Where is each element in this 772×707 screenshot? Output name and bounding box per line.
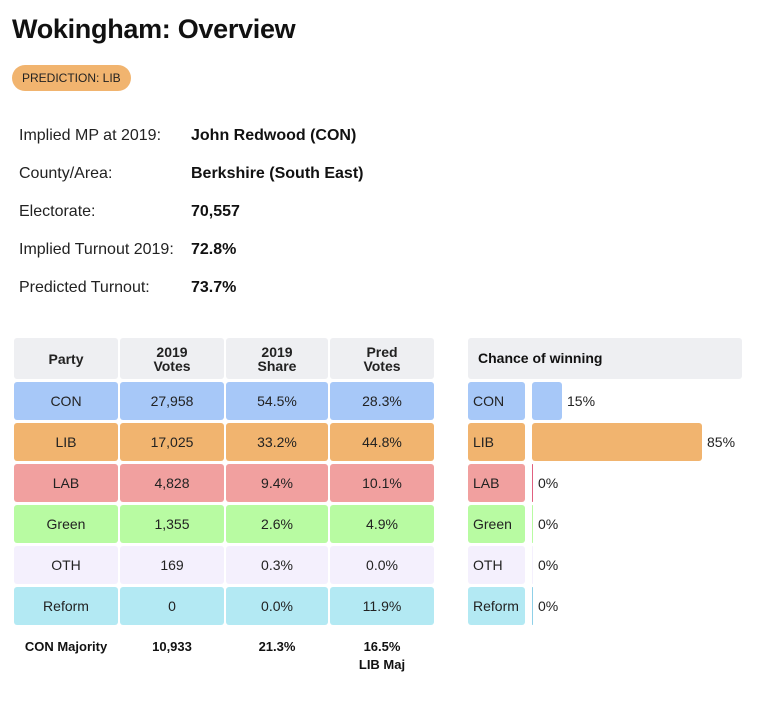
party-cell: LIB <box>14 423 118 461</box>
pred-votes-cell: 10.1% <box>330 464 434 502</box>
party-cell: CON <box>14 382 118 420</box>
header-2019-share: 2019 Share <box>226 338 328 379</box>
page-title: Wokingham: Overview <box>12 14 296 44</box>
chart-category-label: OTH <box>468 546 525 584</box>
pred-votes-cell: 28.3% <box>330 382 434 420</box>
chart-category-label: LAB <box>468 464 525 502</box>
share-2019-cell: 2.6% <box>226 505 328 543</box>
chart-value-label: 0% <box>538 557 559 573</box>
chart-category-label: Reform <box>468 587 525 625</box>
predicted-majority-note: LIB Maj <box>358 657 406 672</box>
chart-value-label: 0% <box>538 516 559 532</box>
chart-category-label: CON <box>468 382 525 420</box>
chart-value-label: 0% <box>538 598 559 614</box>
header-pred-votes: Pred Votes <box>330 338 434 379</box>
votes-2019-cell: 17,025 <box>120 423 224 461</box>
chart-value-label: 15% <box>567 393 596 409</box>
info-label: Implied Turnout 2019: <box>19 241 174 258</box>
chart-title: Chance of winning <box>468 338 742 379</box>
chart-bar <box>532 587 533 625</box>
header-text: 2019 Share <box>257 343 297 374</box>
majority-votes: 10,933 <box>152 639 192 654</box>
info-value: John Redwood (CON) <box>191 127 357 144</box>
chart-category-label: Green <box>468 505 525 543</box>
pred-votes-cell: 4.9% <box>330 505 434 543</box>
chart-value-label: 85% <box>707 434 736 450</box>
chart-bar <box>532 382 562 420</box>
votes-2019-cell: 1,355 <box>120 505 224 543</box>
votes-2019-cell: 27,958 <box>120 382 224 420</box>
predicted-majority-value: 16.5% <box>363 639 401 654</box>
chart-value-label: 0% <box>538 475 559 491</box>
pred-votes-cell: 11.9% <box>330 587 434 625</box>
info-value: 73.7% <box>191 279 237 296</box>
prediction-badge: PREDICTION: LIB <box>12 65 131 91</box>
info-value: 70,557 <box>191 203 240 220</box>
chart-bar <box>532 505 533 543</box>
party-cell: LAB <box>14 464 118 502</box>
party-cell: OTH <box>14 546 118 584</box>
share-2019-cell: 0.3% <box>226 546 328 584</box>
chart-bar <box>532 423 702 461</box>
chart-bar <box>532 464 533 502</box>
majority-share: 21.3% <box>258 639 296 654</box>
party-cell: Reform <box>14 587 118 625</box>
share-2019-cell: 54.5% <box>226 382 328 420</box>
header-2019-votes: 2019 Votes <box>120 338 224 379</box>
votes-2019-cell: 4,828 <box>120 464 224 502</box>
share-2019-cell: 0.0% <box>226 587 328 625</box>
info-label: Implied MP at 2019: <box>19 127 162 144</box>
votes-2019-cell: 169 <box>120 546 224 584</box>
predicted-majority: 16.5% LIB Maj <box>330 638 434 674</box>
majority-label: CON Majority <box>24 639 108 654</box>
pred-votes-cell: 44.8% <box>330 423 434 461</box>
info-value: 72.8% <box>191 241 237 258</box>
chart-category-label: LIB <box>468 423 525 461</box>
header-text: Pred Votes <box>363 343 401 374</box>
header-text: 2019 Votes <box>153 343 191 374</box>
header-party: Party <box>14 338 118 379</box>
party-cell: Green <box>14 505 118 543</box>
info-value: Berkshire (South East) <box>191 165 364 182</box>
share-2019-cell: 33.2% <box>226 423 328 461</box>
chart-bar <box>532 546 533 584</box>
info-label: Electorate: <box>19 203 96 220</box>
info-label: County/Area: <box>19 165 113 182</box>
votes-2019-cell: 0 <box>120 587 224 625</box>
share-2019-cell: 9.4% <box>226 464 328 502</box>
pred-votes-cell: 0.0% <box>330 546 434 584</box>
info-label: Predicted Turnout: <box>19 279 150 296</box>
